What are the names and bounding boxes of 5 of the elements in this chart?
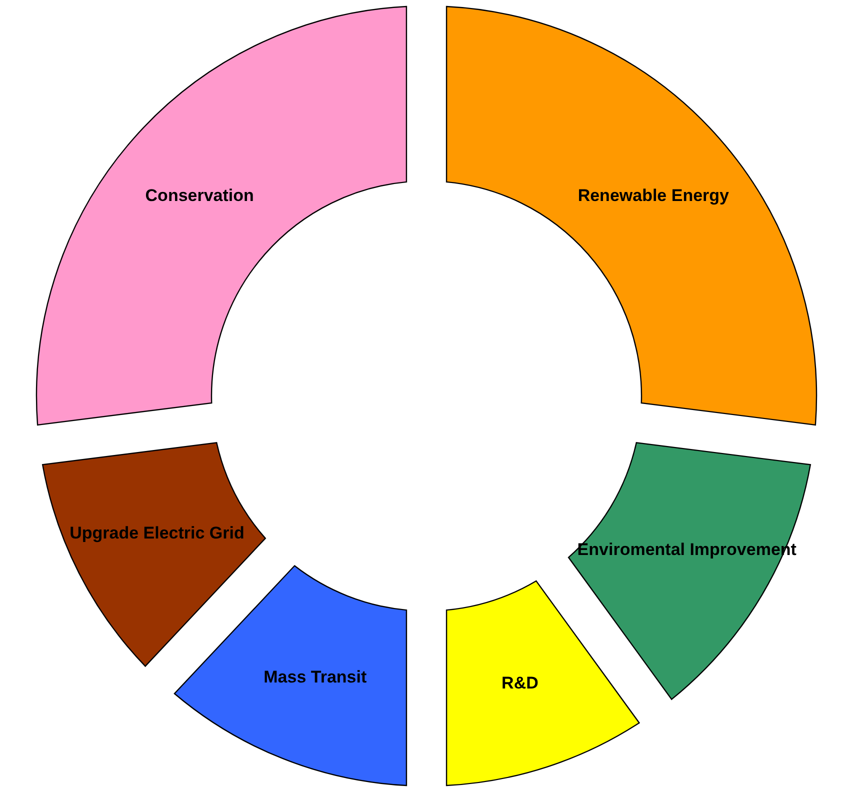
- slice-label: Mass Transit: [264, 667, 367, 686]
- slice-label: Renewable Energy: [578, 186, 730, 205]
- slice-label: Upgrade Electric Grid: [70, 523, 244, 542]
- slice-label: R&D: [502, 674, 538, 693]
- slice-label: Conservation: [145, 186, 254, 205]
